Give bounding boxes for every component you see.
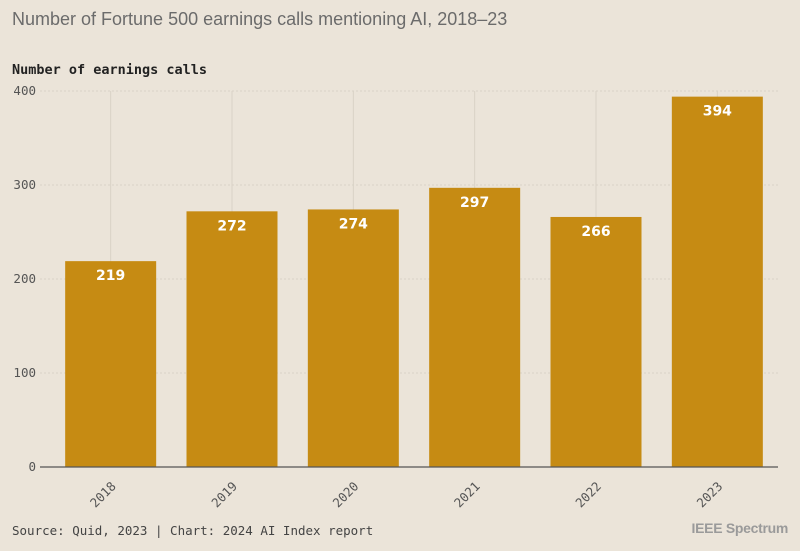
- y-tick-label-200: 200: [13, 271, 36, 286]
- data-label-2022: 266: [581, 224, 610, 240]
- bar-2018: [65, 261, 157, 467]
- x-tick-label-2018: 2018: [87, 479, 119, 511]
- y-tick-label-400: 400: [13, 83, 36, 98]
- data-label-2021: 297: [460, 195, 489, 211]
- x-tick-label-2023: 2023: [694, 479, 726, 511]
- y-axis-label: Number of earnings calls: [12, 62, 208, 78]
- bar-2019: [186, 211, 278, 467]
- bar-2022: [550, 216, 642, 467]
- bar-2023: [671, 96, 763, 467]
- source-note: Source: Quid, 2023 | Chart: 2024 AI Inde…: [12, 523, 374, 538]
- x-tick-label-2022: 2022: [572, 479, 604, 511]
- y-tick-label-100: 100: [13, 365, 36, 380]
- y-tick-label-300: 300: [13, 177, 36, 192]
- chart-title: Number of Fortune 500 earnings calls men…: [12, 9, 508, 29]
- data-label-2018: 219: [96, 268, 125, 284]
- bar-chart: 0 100 200 300 400 219 2018 272 2019 274 2020 297 202…: [13, 83, 778, 511]
- data-label-2019: 272: [217, 218, 246, 234]
- brand-logo: IEEE Spectrum: [691, 520, 789, 536]
- x-tick-label-2020: 2020: [330, 479, 362, 511]
- x-tick-label-2021: 2021: [451, 479, 483, 511]
- y-tick-label-0: 0: [28, 459, 36, 474]
- bar-2020: [307, 209, 399, 467]
- data-label-2020: 274: [339, 216, 368, 232]
- data-label-2023: 394: [703, 104, 732, 120]
- bar-2021: [429, 187, 521, 467]
- x-tick-label-2019: 2019: [208, 479, 240, 511]
